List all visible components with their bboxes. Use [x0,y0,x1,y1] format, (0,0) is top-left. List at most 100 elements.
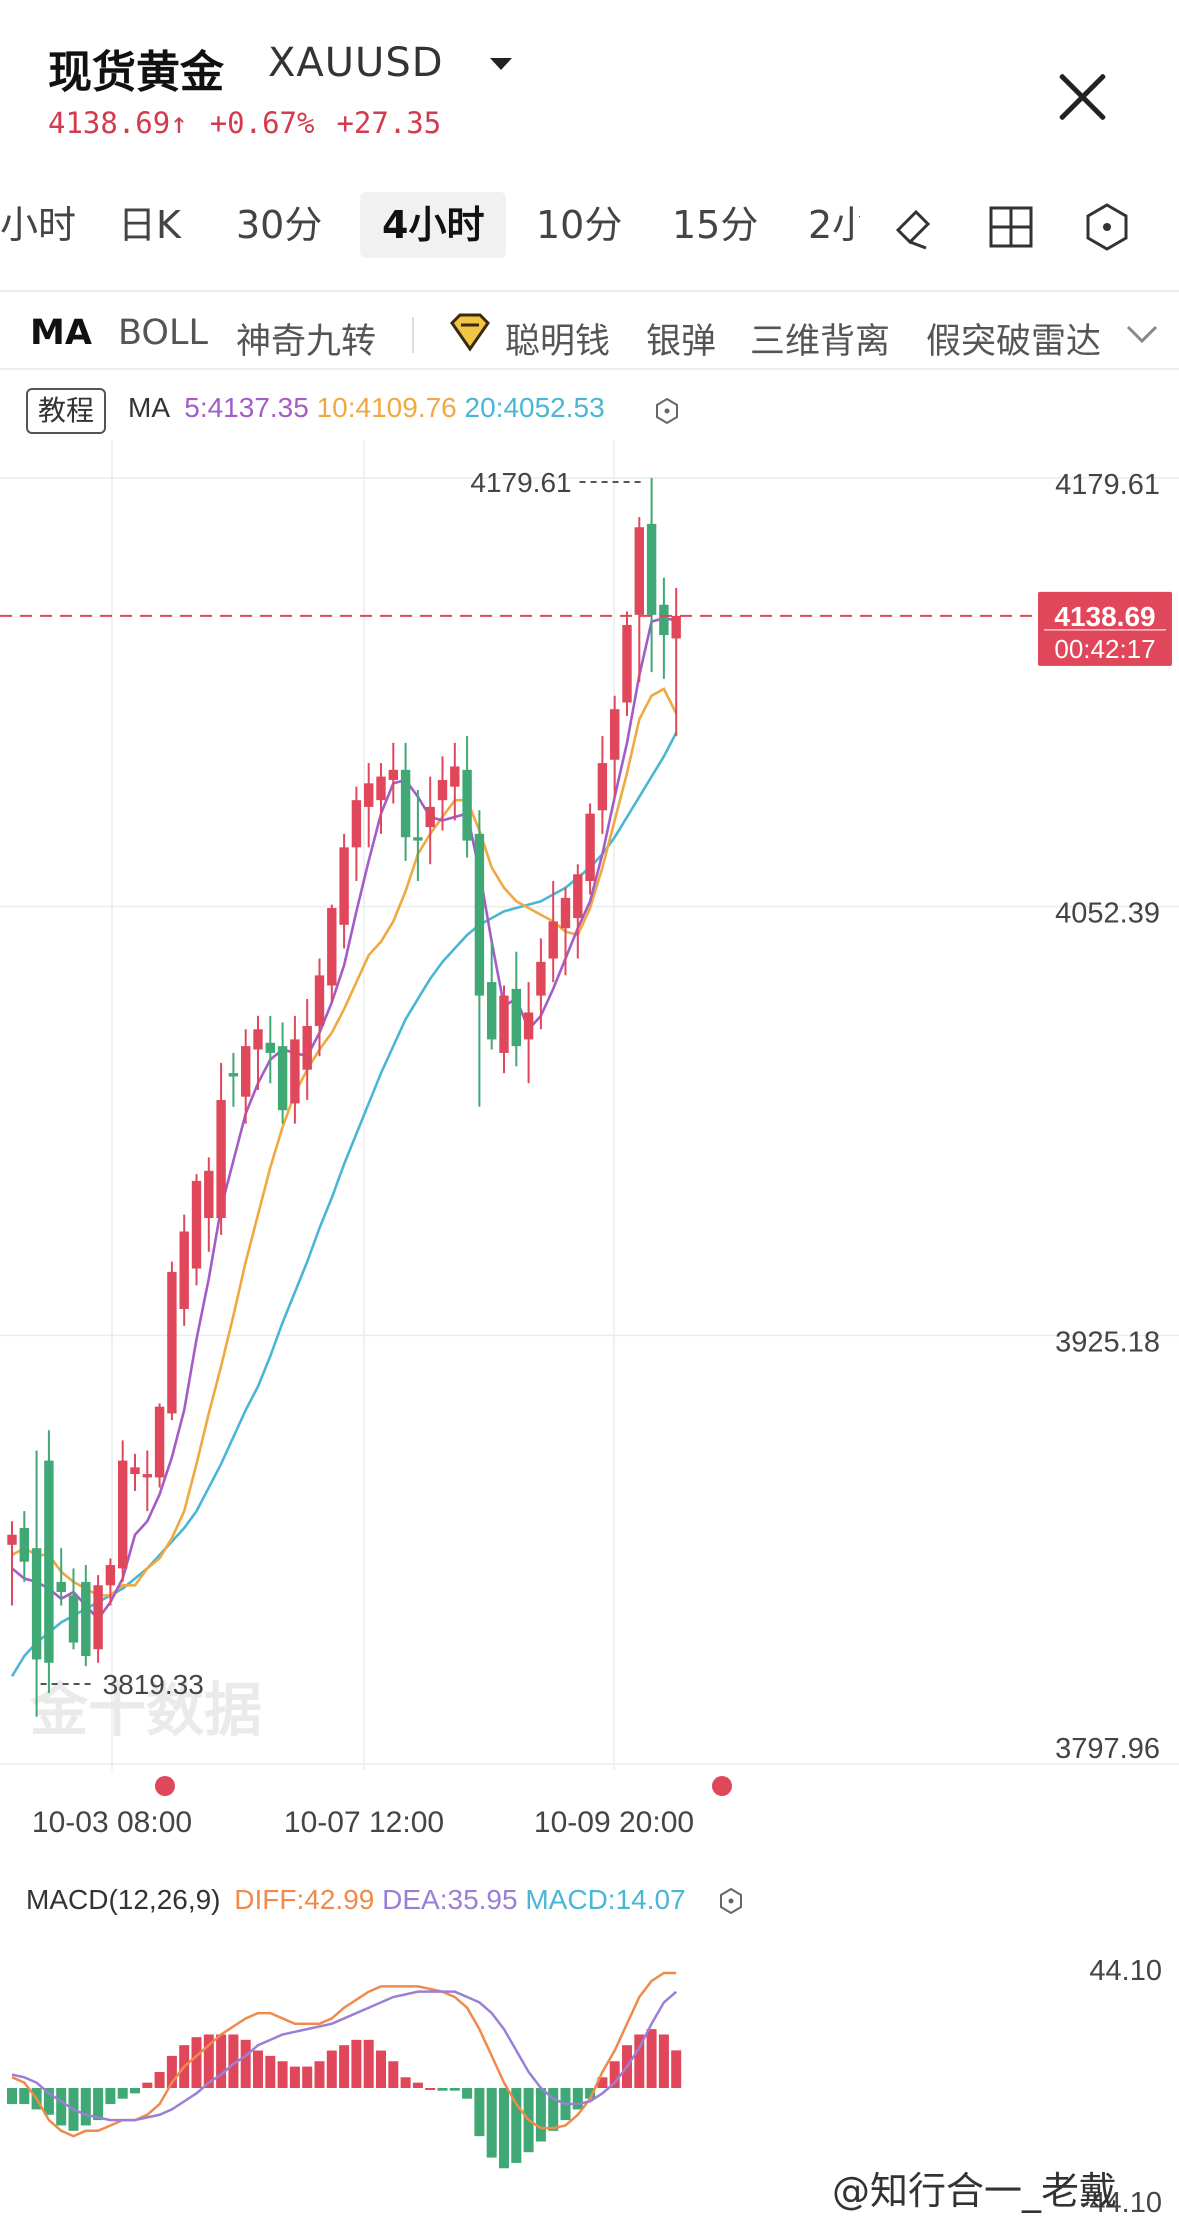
macd-bar [240,2039,251,2088]
candle-body [364,783,374,807]
candle-body [597,763,608,811]
macd-axis-labels: 44.10 -44.10 [1080,1955,1162,2219]
ma20-line [10,732,678,1677]
indicator-3d-divergence[interactable]: 三维背离 [750,322,891,362]
candle-body [314,975,325,1026]
candle-body [671,615,681,639]
macd-bar [19,2088,30,2105]
candle-body [474,833,485,996]
macd-bar [658,2034,669,2088]
macd-bar [191,2037,202,2088]
y-tick-label: 4179.61 [1055,469,1160,501]
candle-body [610,709,620,760]
separator [412,317,414,353]
high-label: 4179.61 [470,467,571,498]
macd-bar [265,2055,276,2088]
candle-body [228,1073,239,1077]
period-tabs: 小时 日K 30分 4小时 10分 15分 2小 [0,180,1179,270]
candle-body [437,779,448,801]
candles [7,478,681,1717]
x-tick-label: 10-07 12:00 [284,1806,444,1839]
candlestick-chart[interactable]: 4179.61 4052.39 3925.18 3797.96 10-03 08:00 1… [0,440,1179,1840]
candle-body [634,527,644,615]
indicator-magic-nine[interactable]: 神奇九转 [236,322,377,362]
close-icon[interactable] [1052,66,1114,128]
ma20-value: 20:4052.53 [464,392,605,423]
candle-body [425,806,435,828]
settings-icon[interactable] [652,396,682,426]
countdown-label: 00:42:17 [1054,634,1155,664]
indicator-smart-money[interactable]: 聪明钱 [505,322,611,362]
candle-body [659,604,669,636]
divider [0,290,1179,292]
current-price-label: 4138.69 [1054,601,1155,632]
macd-bar [56,2088,67,2126]
tab-4hour[interactable]: 4小时 [360,192,507,258]
chevron-down-icon[interactable] [490,58,512,70]
x-tick-label: 10-03 08:00 [32,1806,192,1839]
macd-bar [572,2088,583,2110]
macd-bar [142,2082,153,2088]
candle-body [130,1467,140,1475]
candle-body [105,1565,116,1586]
indicator-boll[interactable]: BOLL [118,313,208,353]
candle-body [7,1534,17,1545]
macd-bar [437,2088,448,2091]
tab-10min[interactable]: 10分 [536,203,623,247]
indicator-false-breakout[interactable]: 假突破雷达 [926,322,1102,362]
tab-day[interactable]: 日K [118,203,181,247]
macd-chart[interactable]: 44.10 -44.10 [0,1920,1179,2219]
y-tick-label: 3797.96 [1055,1733,1160,1765]
ma5-value: 5:4137.35 [184,392,309,423]
macd-bar [363,2039,374,2088]
candle-body [388,769,398,780]
candle-body [400,769,411,838]
symbol-selector[interactable]: XAUUSD [268,40,444,86]
macd-bar [597,2077,608,2088]
indicator-ma[interactable]: MA [30,313,92,353]
macd-bar [351,2039,362,2088]
event-dot [155,1776,175,1796]
y-tick-label: 4052.39 [1055,898,1160,930]
macd-bar [671,2050,682,2088]
dea-value: DEA:35.95 [382,1884,518,1915]
candle-body [523,1012,534,1040]
macd-bar [105,2088,116,2105]
macd-bar [462,2088,473,2099]
macd-bar [228,2034,239,2088]
candle-body [462,769,472,841]
tutorial-button[interactable]: 教程 [26,388,106,434]
chevron-down-icon[interactable] [1124,319,1160,347]
candle-body [646,523,657,615]
macd-bar [93,2088,104,2121]
settings-hex-icon[interactable] [1080,200,1134,254]
candle-body [93,1585,103,1650]
draw-tool-icon[interactable] [888,200,942,254]
macd-tick-label: -44.10 [1080,2187,1162,2219]
candle-body [487,982,497,1040]
divider [0,368,1179,370]
tab-hour[interactable]: 小时 [0,203,77,247]
settings-icon[interactable] [716,1886,746,1916]
tab-2hour[interactable]: 2小 [808,203,860,247]
ma-legend: MA 5:4137.35 10:4109.76 20:4052.53 [128,392,605,424]
current-price-box [1038,591,1172,666]
candle-body [351,800,362,848]
tab-15min[interactable]: 15分 [672,203,759,247]
author-watermark: @知行合一_老戴 [832,2169,1118,2213]
macd-bar [486,2088,497,2158]
tab-30min[interactable]: 30分 [236,203,323,247]
candle-body [548,921,558,959]
candle-body [81,1581,91,1657]
layout-grid-icon[interactable] [985,200,1039,254]
macd-bar [117,2088,128,2099]
macd-bar [203,2034,214,2088]
macd-bar [412,2082,423,2088]
candle-body [142,1474,152,1478]
indicator-silver-bullet[interactable]: 银弹 [646,322,717,362]
candle-body [56,1581,66,1593]
diamond-icon [450,313,490,352]
macd-bar [166,2055,177,2088]
candle-body [179,1231,189,1309]
candle-body [499,995,509,1053]
